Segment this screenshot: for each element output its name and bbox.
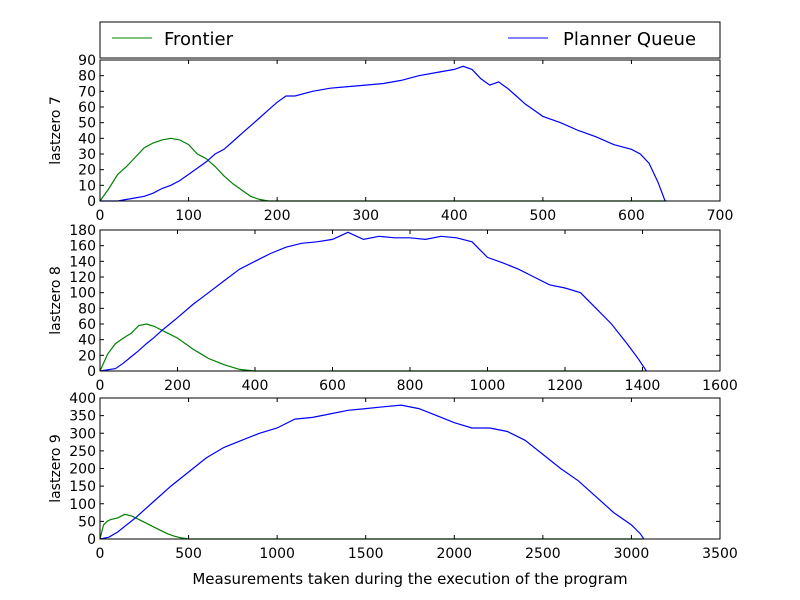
y-tick-label: 180: [69, 223, 96, 239]
x-tick-label: 500: [529, 208, 556, 224]
x-tick-label: 1600: [702, 378, 738, 394]
y-tick-label: 150: [69, 479, 96, 495]
series-line-frontier: [99, 137, 667, 202]
x-tick-label: 100: [175, 208, 202, 224]
y-tick-label: 90: [78, 53, 96, 69]
x-tick-label: 700: [707, 208, 734, 224]
chart-lastzero-9: 0 500 1000 1500 2000 2500 3000 3500050100150200…: [48, 391, 738, 562]
x-tick-label: 600: [618, 208, 645, 224]
y-tick-label: 80: [78, 69, 96, 85]
plot-frame: [99, 59, 721, 202]
x-tick-label: 0: [96, 378, 105, 394]
y-tick-label: 10: [78, 178, 96, 194]
x-tick-label: 1000: [259, 546, 295, 562]
x-tick-label: 600: [319, 378, 346, 394]
x-tick-label: 1400: [625, 378, 661, 394]
y-tick-label: 400: [69, 391, 96, 407]
x-tick-label: 400: [242, 378, 269, 394]
y-tick-label: 20: [78, 163, 96, 179]
x-tick-label: 800: [397, 378, 424, 394]
y-tick-label: 60: [78, 100, 96, 116]
legend-frame: [99, 21, 721, 59]
series-line-planner-queue: [99, 231, 647, 372]
y-axis-label: lastzero 9: [48, 434, 64, 503]
y-tick-label: 0: [87, 194, 96, 210]
x-tick-label: 2500: [525, 546, 561, 562]
x-tick-label: 3500: [702, 546, 738, 562]
x-tick-label: 0: [96, 208, 105, 224]
x-tick-label: 200: [164, 378, 191, 394]
y-tick-label: 300: [69, 426, 96, 442]
y-tick-label: 50: [78, 116, 96, 132]
x-tick-label: 500: [175, 546, 202, 562]
y-tick-label: 350: [69, 409, 96, 425]
y-tick-label: 250: [69, 444, 96, 460]
series-line-planner-queue: [99, 404, 645, 540]
y-axis-label: lastzero 7: [48, 96, 64, 165]
y-tick-label: 120: [69, 270, 96, 286]
x-tick-label: 0: [96, 546, 105, 562]
chart-lastzero-8: 0 200 400 600 800 1000 1200 1400 1600 02040608010…: [48, 223, 738, 394]
x-axis-label: Measurements taken during the execution …: [192, 570, 627, 588]
y-tick-label: 100: [69, 497, 96, 513]
x-tick-label: 300: [352, 208, 379, 224]
legend-label-planner-queue: Planner Queue: [563, 29, 696, 50]
y-tick-label: 70: [78, 84, 96, 100]
y-tick-label: 40: [78, 131, 96, 147]
x-tick-label: 3000: [614, 546, 650, 562]
y-tick-label: 60: [78, 317, 96, 333]
series-line-frontier: [99, 323, 643, 372]
y-tick-label: 0: [87, 364, 96, 380]
legend: Frontier Planner Queue: [99, 21, 721, 59]
y-tick-label: 100: [69, 286, 96, 302]
y-tick-label: 40: [78, 333, 96, 349]
y-tick-label: 200: [69, 462, 96, 478]
plot-frame: [99, 229, 721, 372]
y-tick-label: 160: [69, 239, 96, 255]
y-tick-label: 50: [78, 514, 96, 530]
x-tick-label: 1200: [547, 378, 583, 394]
x-tick-label: 1500: [348, 546, 384, 562]
y-tick-label: 20: [78, 348, 96, 364]
series-line-planner-queue: [100, 65, 666, 202]
legend-label-frontier: Frontier: [164, 29, 234, 50]
x-tick-label: 2000: [436, 546, 472, 562]
x-tick-label: 400: [441, 208, 468, 224]
y-tick-label: 80: [78, 301, 96, 317]
y-axis-label: lastzero 8: [48, 266, 64, 335]
x-tick-label: 200: [264, 208, 291, 224]
y-tick-label: 0: [87, 532, 96, 548]
y-tick-label: 30: [78, 147, 96, 163]
series-line-frontier: [99, 513, 643, 540]
chart-lastzero-7: 0 100 200 300 400 500 600 700 010203040506070809…: [48, 53, 733, 224]
x-tick-label: 1000: [470, 378, 506, 394]
y-tick-label: 140: [69, 254, 96, 270]
